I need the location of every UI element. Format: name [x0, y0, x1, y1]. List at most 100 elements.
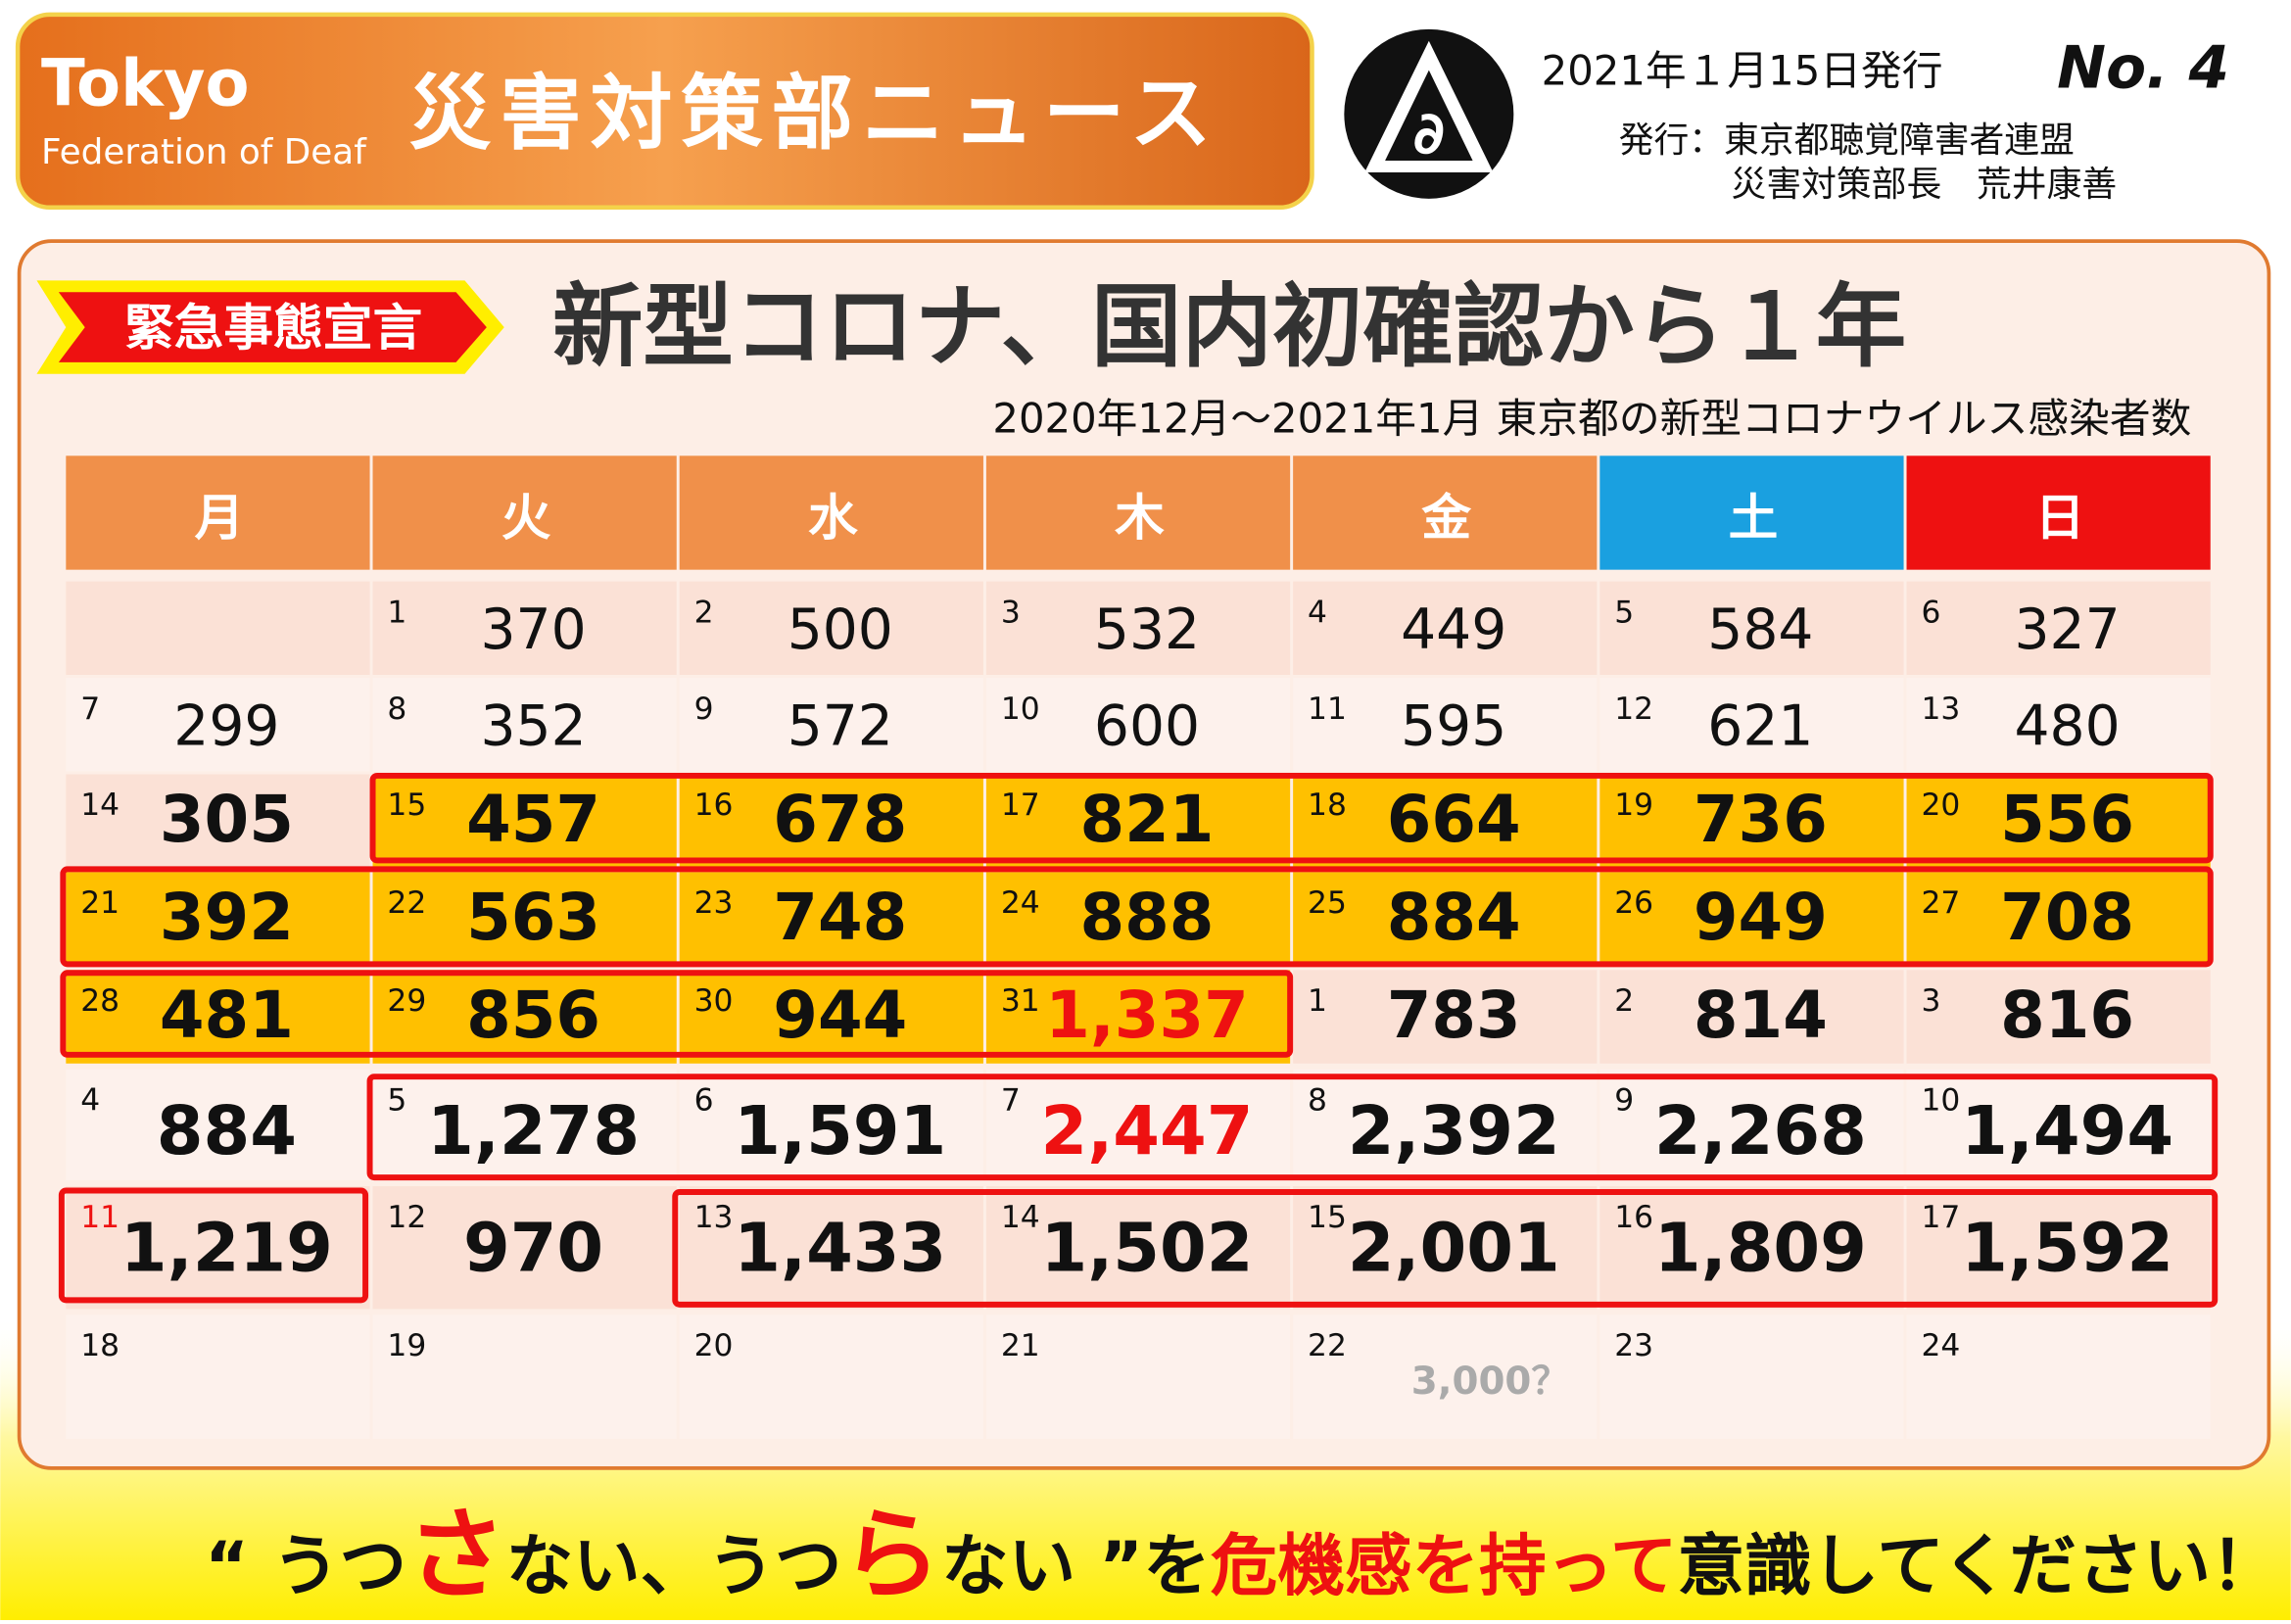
day: 19 — [387, 1328, 426, 1363]
cell — [985, 1314, 1291, 1440]
weekday-cell — [679, 455, 983, 570]
cell — [66, 1069, 370, 1181]
day: 8 — [387, 692, 406, 727]
day: 15 — [387, 788, 426, 823]
count: 556 — [2000, 783, 2134, 857]
count: 888 — [1080, 881, 1215, 955]
highlight-box — [672, 1189, 2219, 1308]
day: 17 — [1921, 1200, 1960, 1235]
day: 2 — [694, 595, 714, 630]
count: 884 — [1387, 881, 1521, 955]
day: 6 — [694, 1082, 714, 1118]
day: 22 — [1308, 1328, 1347, 1363]
day: 2 — [1614, 983, 1634, 1019]
day: 3 — [1001, 595, 1021, 630]
highlight-box — [58, 1187, 369, 1304]
day: 28 — [80, 983, 119, 1019]
count: 736 — [1694, 783, 1828, 857]
highlight-box — [60, 866, 2214, 968]
count: 584 — [1707, 597, 1813, 662]
count: 1,278 — [427, 1092, 640, 1170]
count: 1,591 — [734, 1092, 946, 1170]
cell — [1293, 581, 1598, 676]
cell — [1906, 774, 2211, 868]
org: Tokyo — [41, 46, 250, 120]
day: 13 — [1921, 692, 1960, 727]
count: 392 — [160, 881, 294, 955]
count: 816 — [2000, 979, 2134, 1053]
day: 1 — [1308, 983, 1327, 1019]
cell — [372, 1069, 677, 1181]
cell — [372, 774, 677, 868]
day: 29 — [387, 983, 426, 1019]
count: 748 — [773, 881, 907, 955]
day: 26 — [1614, 885, 1653, 921]
cell — [66, 872, 370, 965]
slogan-part: “ うつ — [205, 1528, 406, 1606]
day: 10 — [1001, 692, 1040, 727]
weekday-cell — [66, 455, 370, 570]
count: 600 — [1094, 694, 1200, 759]
cell — [985, 581, 1291, 676]
day: 6 — [1921, 595, 1940, 630]
cell — [985, 872, 1291, 965]
cell — [372, 581, 677, 676]
title: 災害対策部ニュース — [409, 66, 1220, 162]
cell — [679, 678, 983, 772]
day: 27 — [1921, 885, 1960, 921]
cell — [1599, 581, 1904, 676]
cell — [66, 774, 370, 868]
cell — [372, 1314, 677, 1440]
count: 1,809 — [1654, 1210, 1867, 1288]
count: 449 — [1401, 597, 1506, 662]
cell — [1599, 678, 1904, 772]
count: 1,502 — [1041, 1210, 1254, 1288]
day: 23 — [694, 885, 734, 921]
count: 500 — [788, 597, 893, 662]
slogan-part: 意識してください！ — [1677, 1528, 2277, 1606]
day: 22 — [387, 885, 426, 921]
day: 17 — [1001, 788, 1040, 823]
day: 14 — [1001, 1200, 1040, 1235]
day: 8 — [1308, 1082, 1327, 1118]
cell — [985, 774, 1291, 868]
day: 1 — [387, 595, 406, 630]
count: 814 — [1694, 979, 1828, 1053]
logo: ∂ — [1344, 28, 1514, 199]
count: 352 — [481, 694, 587, 759]
subtitle: 2020年12月～2021年1月 東京都の新型コロナウイルス感染者数 — [992, 394, 2191, 442]
day: 31 — [1001, 983, 1040, 1019]
day: 12 — [1614, 692, 1653, 727]
day: 16 — [1614, 1200, 1653, 1235]
calendar-table: 月火水木金土日1 370 2 500 3 532 4 449 5 584 6 3277 299 8 352 9… — [58, 455, 2219, 1440]
tag: 緊急事態宣言 — [124, 299, 422, 357]
count: 595 — [1401, 694, 1506, 759]
cell — [1599, 970, 1904, 1064]
cell — [1599, 1314, 1904, 1440]
cell — [1293, 872, 1598, 965]
count: 2,001 — [1348, 1210, 1560, 1288]
cell — [1906, 872, 2211, 965]
count: 1,219 — [120, 1210, 333, 1288]
slogan: “ うつさない、うつらない ”を危機感を持って意識してください！ — [205, 1498, 2278, 1613]
weekday: 金 — [1420, 489, 1471, 547]
count: 2,268 — [1654, 1092, 1867, 1170]
cell — [66, 1314, 370, 1440]
day: 7 — [80, 692, 100, 727]
count: 884 — [157, 1092, 297, 1170]
count: 457 — [466, 783, 600, 857]
day: 21 — [1001, 1328, 1040, 1363]
cell — [1599, 872, 1904, 965]
count: 783 — [1387, 979, 1521, 1053]
cell — [679, 1069, 983, 1181]
cell — [1906, 1186, 2211, 1310]
day: 10 — [1921, 1082, 1960, 1118]
weekday-cell — [985, 455, 1291, 570]
weekday: 月 — [195, 489, 245, 547]
weekday: 土 — [1729, 489, 1779, 547]
count: 532 — [1094, 597, 1200, 662]
cell — [372, 1186, 677, 1310]
weekday: 水 — [808, 489, 858, 547]
day: 12 — [387, 1200, 426, 1235]
